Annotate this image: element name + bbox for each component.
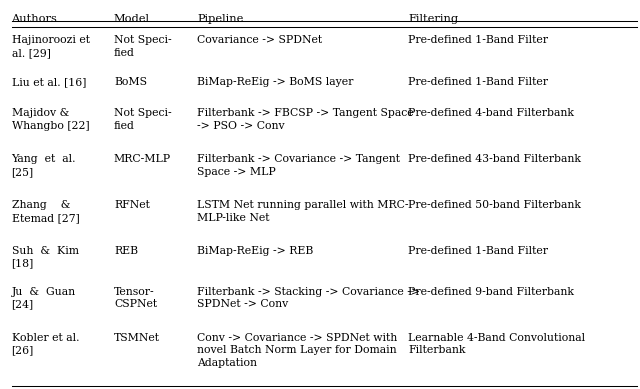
Text: Conv -> Covariance -> SPDNet with
novel Batch Norm Layer for Domain
Adaptation: Conv -> Covariance -> SPDNet with novel … xyxy=(197,333,397,368)
Text: Pre-defined 1-Band Filter: Pre-defined 1-Band Filter xyxy=(408,246,548,256)
Text: Suh  &  Kim
[18]: Suh & Kim [18] xyxy=(12,246,79,269)
Text: Tensor-
CSPNet: Tensor- CSPNet xyxy=(114,287,157,310)
Text: Filterbank -> Covariance -> Tangent
Space -> MLP: Filterbank -> Covariance -> Tangent Spac… xyxy=(197,154,400,177)
Text: Not Speci-
fied: Not Speci- fied xyxy=(114,108,172,131)
Text: Learnable 4-Band Convolutional
Filterbank: Learnable 4-Band Convolutional Filterban… xyxy=(408,333,586,356)
Text: Model: Model xyxy=(114,14,150,24)
Text: Pre-defined 4-band Filterbank: Pre-defined 4-band Filterbank xyxy=(408,108,574,118)
Text: MRC-MLP: MRC-MLP xyxy=(114,154,171,164)
Text: Filterbank -> FBCSP -> Tangent Space
-> PSO -> Conv: Filterbank -> FBCSP -> Tangent Space -> … xyxy=(197,108,413,131)
Text: Pre-defined 1-Band Filter: Pre-defined 1-Band Filter xyxy=(408,35,548,45)
Text: Yang  et  al.
[25]: Yang et al. [25] xyxy=(12,154,76,177)
Text: BiMap-ReEig -> REB: BiMap-ReEig -> REB xyxy=(197,246,314,256)
Text: Covariance -> SPDNet: Covariance -> SPDNet xyxy=(197,35,323,45)
Text: Hajinoroozi et
al. [29]: Hajinoroozi et al. [29] xyxy=(12,35,90,58)
Text: Pre-defined 1-Band Filter: Pre-defined 1-Band Filter xyxy=(408,77,548,87)
Text: Pre-defined 43-band Filterbank: Pre-defined 43-band Filterbank xyxy=(408,154,581,164)
Text: BoMS: BoMS xyxy=(114,77,147,87)
Text: Pre-defined 9-band Filterbank: Pre-defined 9-band Filterbank xyxy=(408,287,574,297)
Text: Kobler et al.
[26]: Kobler et al. [26] xyxy=(12,333,79,356)
Text: REB: REB xyxy=(114,246,138,256)
Text: Majidov &
Whangbo [22]: Majidov & Whangbo [22] xyxy=(12,108,89,131)
Text: TSMNet: TSMNet xyxy=(114,333,160,343)
Text: Liu et al. [16]: Liu et al. [16] xyxy=(12,77,86,87)
Text: BiMap-ReEig -> BoMS layer: BiMap-ReEig -> BoMS layer xyxy=(197,77,353,87)
Text: Filterbank -> Stacking -> Covariance ->
SPDNet -> Conv: Filterbank -> Stacking -> Covariance -> … xyxy=(197,287,420,310)
Text: Pipeline: Pipeline xyxy=(197,14,243,24)
Text: Authors: Authors xyxy=(12,14,58,24)
Text: LSTM Net running parallel with MRC-
MLP-like Net: LSTM Net running parallel with MRC- MLP-… xyxy=(197,200,408,223)
Text: Filtering: Filtering xyxy=(408,14,458,24)
Text: Pre-defined 50-band Filterbank: Pre-defined 50-band Filterbank xyxy=(408,200,581,210)
Text: RFNet: RFNet xyxy=(114,200,150,210)
Text: Not Speci-
fied: Not Speci- fied xyxy=(114,35,172,58)
Text: Ju  &  Guan
[24]: Ju & Guan [24] xyxy=(12,287,76,310)
Text: Zhang    &
Etemad [27]: Zhang & Etemad [27] xyxy=(12,200,79,223)
